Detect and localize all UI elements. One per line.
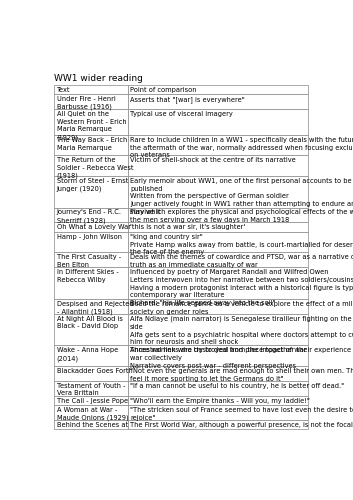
Bar <box>54 381 128 396</box>
Bar <box>54 268 128 299</box>
Bar <box>128 109 307 135</box>
Bar <box>128 135 307 156</box>
Text: "Not even the generals are mad enough to shell their own men. They
feel it more : "Not even the generals are mad enough to… <box>130 368 353 382</box>
Text: At Night All Blood is
Black - David Diop: At Night All Blood is Black - David Diop <box>56 316 122 330</box>
Text: The Return of the
Soldier - Rebecca West
(1918): The Return of the Soldier - Rebecca West… <box>56 158 133 180</box>
Text: The First Casualty -
Ben Elton: The First Casualty - Ben Elton <box>56 254 121 268</box>
Bar <box>128 94 307 109</box>
Bar <box>54 420 128 430</box>
Text: "Who'll earn the Empire thanks - Will you, my laddie!": "Who'll earn the Empire thanks - Will yo… <box>130 398 310 404</box>
Bar <box>128 176 307 208</box>
Text: Despised and Rejected
- Allantini (1918): Despised and Rejected - Allantini (1918) <box>56 301 133 315</box>
Bar <box>128 268 307 299</box>
Text: The Way Back - Erich
Maria Remarque: The Way Back - Erich Maria Remarque <box>56 137 127 150</box>
Bar <box>128 346 307 366</box>
Text: Oh What a Lovely War: Oh What a Lovely War <box>56 224 131 230</box>
Bar <box>54 208 128 222</box>
Text: Text: Text <box>56 86 70 92</box>
Bar <box>54 314 128 346</box>
Bar <box>54 405 128 420</box>
Bar <box>54 94 128 109</box>
Text: "The stricken soul of France seemed to have lost even the desire to
rejoice": "The stricken soul of France seemed to h… <box>130 407 353 421</box>
Text: Influenced by poetry of Margaret Randall and Wilfred Owen
Letters interwoven int: Influenced by poetry of Margaret Randall… <box>130 269 353 306</box>
Text: The First World War, although a powerful presence, is not the focal: The First World War, although a powerful… <box>130 422 353 428</box>
Bar <box>54 299 128 314</box>
Bar <box>128 156 307 176</box>
Text: Hamp - John Wilson: Hamp - John Wilson <box>56 234 121 240</box>
Bar <box>128 381 307 396</box>
Text: Point of comparison: Point of comparison <box>130 86 197 92</box>
Bar <box>128 405 307 420</box>
Text: The Call - Jessie Pope: The Call - Jessie Pope <box>56 398 128 404</box>
Text: Testament of Youth -
Vera Brittain: Testament of Youth - Vera Brittain <box>56 382 125 396</box>
Bar <box>128 208 307 222</box>
Bar <box>54 222 128 232</box>
Bar <box>128 366 307 381</box>
Bar <box>128 314 307 346</box>
Bar <box>128 222 307 232</box>
Text: Play which explores the physical and psychological effects of the war on
the men: Play which explores the physical and psy… <box>130 210 353 223</box>
Bar <box>54 396 128 405</box>
Text: Journey's End - R.C.
Sherriff (1928): Journey's End - R.C. Sherriff (1928) <box>56 210 121 224</box>
Bar <box>128 420 307 430</box>
Bar <box>54 109 128 135</box>
Text: A Woman at War -
Maude Onions (1929): A Woman at War - Maude Onions (1929) <box>56 407 128 422</box>
Text: Rare to include children in a WW1 - specifically deals with the future in
the af: Rare to include children in a WW1 - spec… <box>130 137 353 158</box>
Bar <box>128 299 307 314</box>
Text: Wake - Anna Hope
(2014): Wake - Anna Hope (2014) <box>56 348 118 362</box>
Text: WW1 wider reading: WW1 wider reading <box>54 74 143 83</box>
Bar <box>54 346 128 366</box>
Text: "king and country sir"
Private Hamp walks away from battle, is court-martialled : "king and country sir" Private Hamp walk… <box>130 234 353 256</box>
Bar <box>54 252 128 268</box>
Text: Storm of Steel - Ernst
Junger (1920): Storm of Steel - Ernst Junger (1920) <box>56 178 128 192</box>
Text: Behind the Scenes at: Behind the Scenes at <box>56 422 128 428</box>
Text: Early memoir about WW1, one of the first personal accounts to be
published
Writt: Early memoir about WW1, one of the first… <box>130 178 353 215</box>
Text: Typical use of visceral imagery: Typical use of visceral imagery <box>130 111 233 117</box>
Text: Victim of shell-shock at the centre of its narrative: Victim of shell-shock at the centre of i… <box>130 158 296 164</box>
Text: In Different Skies -
Rebecca Wilby: In Different Skies - Rebecca Wilby <box>56 269 118 283</box>
Bar <box>54 156 128 176</box>
Bar <box>128 396 307 405</box>
Bar <box>54 232 128 252</box>
Bar <box>128 252 307 268</box>
Text: 'this is not a war sir, it's slaughter': 'this is not a war sir, it's slaughter' <box>130 224 245 230</box>
Bar <box>54 176 128 208</box>
Text: Used the romance genre as a vehicle to explore the effect of a militaristic
soci: Used the romance genre as a vehicle to e… <box>130 301 353 314</box>
Text: "If a man cannot be useful to his country, he is better off dead.": "If a man cannot be useful to his countr… <box>130 382 344 388</box>
Text: All Quiet on the
Western Front - Erich
Maria Remarque
(1929): All Quiet on the Western Front - Erich M… <box>56 111 126 140</box>
Text: Blackadder Goes Forth: Blackadder Goes Forth <box>56 368 132 374</box>
Bar <box>54 84 128 94</box>
Text: Asserts that "[war] is everywhere": Asserts that "[war] is everywhere" <box>130 96 245 102</box>
Bar <box>54 366 128 381</box>
Text: Under Fire - Henri
Barbusse (1916): Under Fire - Henri Barbusse (1916) <box>56 96 115 110</box>
Bar <box>128 84 307 94</box>
Text: Deals with the themes of cowardice and PTSD, war as a narrative device,
truth as: Deals with the themes of cowardice and P… <box>130 254 353 268</box>
Bar <box>54 135 128 156</box>
Text: Three women who try to deal and piece together their experience of the
war colle: Three women who try to deal and piece to… <box>130 348 353 369</box>
Bar <box>128 232 307 252</box>
Text: Alfa Ndiaye (main narrator) is Senegalese tirailleur fighting on the French
side: Alfa Ndiaye (main narrator) is Senegales… <box>130 316 353 353</box>
